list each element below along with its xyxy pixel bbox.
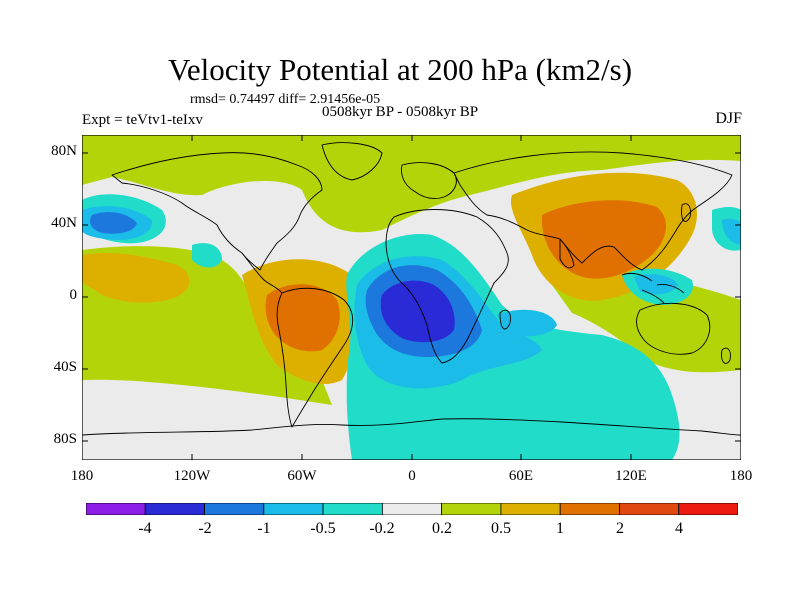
lon-label: 60W — [287, 468, 317, 484]
colorbar-label: 2 — [616, 520, 624, 537]
colorbar-label: 0.2 — [432, 520, 452, 537]
coastlines — [82, 142, 741, 436]
lon-label: 180 — [70, 468, 94, 484]
colorbar-label: -2 — [198, 520, 212, 537]
colorbar-swatch — [441, 503, 502, 515]
colorbar-label: 0.5 — [491, 520, 511, 537]
experiment-label: Expt = teVtv1-teIxv — [82, 112, 203, 128]
period-label: 0508kyr BP - 0508kyr BP — [321, 104, 479, 120]
colorbar-label: 1 — [556, 520, 564, 537]
lat-label: 80N — [51, 143, 77, 159]
lon-label: 0 — [408, 468, 416, 484]
colorbar-swatch — [204, 503, 265, 515]
colorbar-swatch — [381, 503, 443, 515]
stats-text: rmsd= 0.74497 diff= 2.91456e-05 — [190, 92, 381, 107]
lat-label: 40N — [51, 215, 77, 231]
colorbar-swatch — [500, 503, 561, 515]
lat-label: 40S — [53, 359, 77, 375]
lon-label: 180 — [729, 468, 753, 484]
colorbar-swatch — [86, 503, 146, 515]
lon-label: 120W — [173, 468, 211, 484]
colorbar-swatch — [263, 503, 324, 515]
colorbar-swatch — [559, 503, 620, 515]
colorbar-label: -1 — [257, 520, 271, 537]
colorbar-swatch — [322, 503, 383, 515]
colorbar-label: -4 — [138, 520, 152, 537]
axis-ticks — [82, 135, 741, 460]
lat-label: 0 — [69, 287, 78, 303]
field-negative-darkblue — [380, 280, 455, 343]
season-label: DJF — [715, 110, 742, 127]
colorbar — [86, 503, 738, 515]
velocity-potential-map — [82, 135, 741, 460]
colorbar-label: 4 — [675, 520, 683, 537]
field-positive-orange — [265, 200, 667, 352]
colorbar-swatch — [678, 503, 738, 515]
colorbar-swatch — [144, 503, 205, 515]
lon-label: 120E — [615, 468, 647, 484]
lon-label: 60E — [508, 468, 534, 484]
colorbar-label: -0.2 — [369, 520, 395, 537]
colorbar-swatch — [619, 503, 680, 515]
plot-title: Velocity Potential at 200 hPa (km2/s) — [167, 52, 633, 87]
lat-label: 80S — [53, 431, 77, 447]
colorbar-label: -0.5 — [310, 520, 336, 537]
